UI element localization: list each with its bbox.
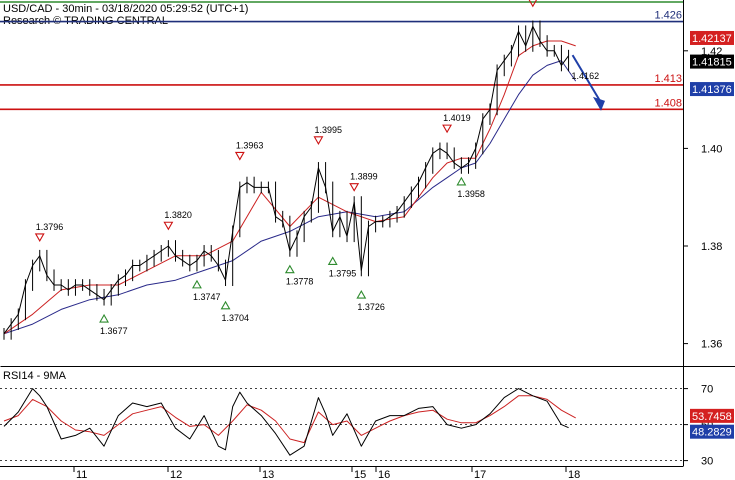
close-line: [3, 25, 570, 335]
swing-markers: 1.3796 1.3677 1.3820 1.3747 1.3704 1.3963 1.37…: [34, 0, 538, 336]
price-series: [3, 20, 577, 340]
price-tags: 1.42137 1.41815 1.41376: [690, 30, 734, 97]
swing-low-label: 1.3778: [286, 277, 314, 287]
projection-arrow-shaft: [571, 54, 601, 102]
projection-label: 1.4162: [572, 71, 600, 81]
price-tag-label: 1.41815: [692, 57, 732, 69]
price-tag-box: [690, 30, 734, 45]
projection-arrow-head: [593, 96, 605, 111]
price-tag-label: 1.42137: [692, 33, 732, 45]
price-tag-box: [690, 82, 734, 97]
level-label-pivot: 1.426: [654, 10, 682, 22]
level-label-support: 1.413: [654, 73, 682, 85]
swing-high-marker: [313, 136, 324, 145]
rsi-series: [3, 388, 576, 456]
swing-low-marker: [99, 313, 109, 323]
swing-low-marker: [192, 279, 202, 289]
swing-low-marker: [356, 290, 367, 299]
rsi-panel-title: RSI14 - 9MA: [3, 370, 67, 382]
swing-low-marker: [327, 256, 338, 265]
swing-low-label: 1.3958: [457, 189, 485, 199]
swing-high-marker: [528, 0, 538, 8]
swing-low-label: 1.3726: [357, 302, 385, 312]
level-label-support: 1.408: [654, 97, 682, 109]
swing-low-marker: [284, 264, 295, 274]
swing-high-marker: [234, 151, 245, 161]
swing-high-marker: [34, 233, 45, 243]
x-tick-label: 12: [170, 469, 182, 480]
swing-low-label: 1.3747: [193, 292, 221, 302]
x-tick-label: 15: [354, 469, 366, 480]
swing-low-label: 1.3795: [329, 268, 357, 278]
price-y-tick-label: 1.40: [701, 143, 722, 155]
swing-low-label: 1.3704: [222, 313, 250, 323]
swing-high-label: 1.3963: [236, 140, 264, 150]
x-tick-label: 13: [262, 469, 274, 480]
swing-high-label: 1.4019: [443, 113, 471, 123]
x-tick-label: 18: [568, 469, 580, 480]
swing-high-label: 1.3899: [350, 172, 378, 182]
rsi-y-tick-label: 70: [701, 384, 713, 396]
swing-high-marker: [349, 183, 360, 192]
swing-low-marker: [220, 300, 231, 310]
chart-symbol-header: USD/CAD - 30min - 03/18/2020 05:29:52 (U…: [3, 3, 248, 15]
rsi-tags: 53.7458 48.2829: [690, 408, 734, 439]
x-tick-label: 17: [474, 469, 486, 480]
price-y-tick-label: 1.36: [701, 339, 722, 351]
swing-high-label: 1.3820: [164, 210, 192, 220]
rsi-line: [3, 388, 569, 456]
rsi-tag-box: [690, 424, 734, 439]
level-label-resistance: 1.43: [661, 0, 682, 2]
rsi-tag-label: 53.7458: [692, 411, 732, 423]
x-tick-label: 11: [76, 469, 87, 480]
swing-high-label: 1.3995: [314, 125, 342, 135]
swing-high-marker: [163, 221, 174, 231]
price-tag-label: 1.41376: [692, 84, 732, 96]
rsi-tag-label: 48.2829: [692, 427, 732, 439]
swing-low-marker: [456, 176, 467, 186]
swing-high-marker: [442, 124, 453, 134]
swing-high-label: 1.3796: [36, 222, 64, 232]
swing-low-label: 1.3677: [100, 326, 128, 336]
projection-arrow-group: 1.4162: [571, 54, 605, 111]
x-axis: 11 12 13 15 16 17 18: [73, 466, 580, 480]
x-tick-label: 16: [378, 469, 390, 480]
price-y-tick-label: 1.38: [701, 241, 722, 253]
rsi-tag-box: [690, 408, 734, 423]
price-tag-box: [690, 54, 734, 69]
rsi-y-tick-label: 30: [701, 456, 713, 468]
